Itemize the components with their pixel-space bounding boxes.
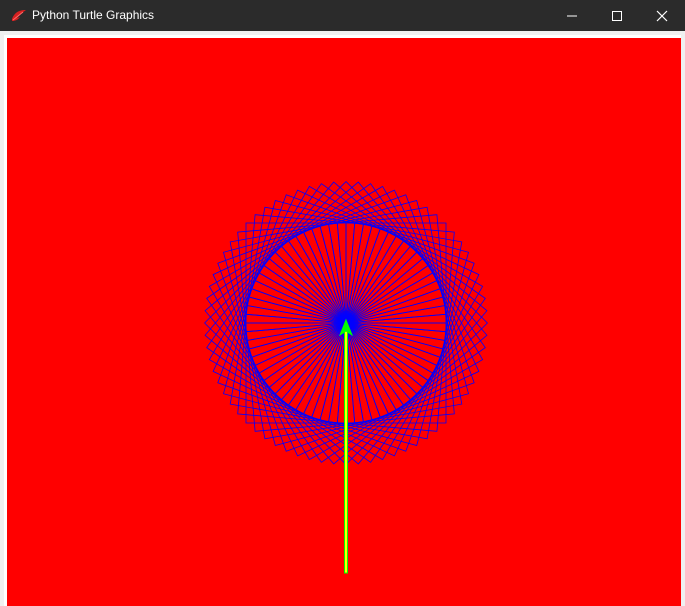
spirograph-square [345, 222, 447, 324]
tk-feather-icon [12, 10, 26, 21]
spirograph-square [345, 231, 480, 366]
minimize-icon [567, 15, 577, 16]
spirograph-square [345, 288, 475, 418]
spirograph-square [345, 313, 455, 424]
canvas-border [4, 35, 681, 606]
maximize-icon [612, 10, 622, 21]
turtle-drawing [7, 38, 681, 606]
turtle-arrow-icon [338, 318, 354, 337]
maximize-button[interactable] [594, 0, 640, 31]
title-bar[interactable]: Python Turtle Graphics [0, 0, 685, 31]
spirograph-square [345, 228, 475, 358]
spirograph-square [345, 258, 488, 401]
turtle-canvas[interactable] [7, 38, 681, 606]
window-frame [0, 31, 685, 606]
spirograph-square [345, 240, 486, 381]
minimize-button[interactable] [549, 0, 595, 31]
spirograph-square [345, 245, 488, 388]
spirograph-square [345, 222, 455, 333]
spirograph-square [345, 235, 484, 374]
spirograph-square [345, 296, 469, 421]
spirograph-square [345, 265, 486, 406]
spirograph-square [345, 251, 488, 395]
window-title: Python Turtle Graphics [32, 8, 155, 22]
close-button[interactable] [639, 0, 685, 31]
close-icon [656, 10, 668, 21]
spirograph-square [345, 224, 463, 341]
turtle-trail [344, 327, 348, 574]
spirograph-square [345, 225, 469, 350]
spirograph-square [345, 280, 480, 415]
spirograph-square [345, 305, 463, 422]
spirograph-square [345, 272, 484, 411]
spirograph-pattern [204, 181, 488, 465]
